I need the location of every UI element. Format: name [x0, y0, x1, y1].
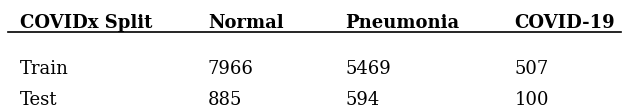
Text: 100: 100 — [515, 90, 549, 108]
Text: Normal: Normal — [208, 14, 284, 32]
Text: COVID-19: COVID-19 — [515, 14, 615, 32]
Text: 507: 507 — [515, 59, 549, 77]
Text: 5469: 5469 — [346, 59, 392, 77]
Text: 594: 594 — [346, 90, 380, 108]
Text: 7966: 7966 — [208, 59, 254, 77]
Text: 885: 885 — [208, 90, 243, 108]
Text: COVIDx Split: COVIDx Split — [20, 14, 152, 32]
Text: Train: Train — [20, 59, 69, 77]
Text: Pneumonia: Pneumonia — [346, 14, 460, 32]
Text: Test: Test — [20, 90, 58, 108]
